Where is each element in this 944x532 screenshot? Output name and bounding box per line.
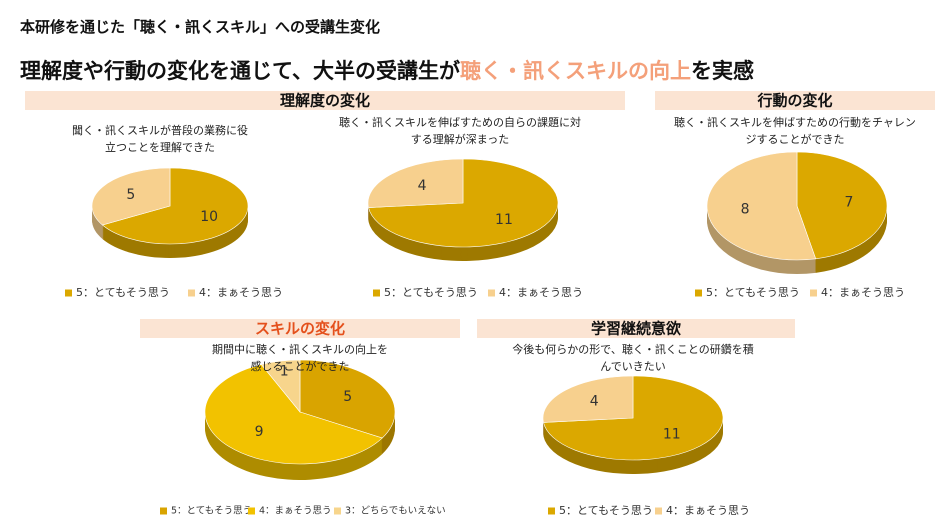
chart-question: 聴く・訊くスキルを伸ばすための自らの課題に対する理解が深まった	[339, 116, 581, 146]
section-title: 学習継続意欲	[591, 320, 681, 338]
legend-swatch	[160, 507, 167, 515]
legend-label: 5：とてもそう思う	[559, 504, 653, 517]
pie-slice	[706, 151, 817, 261]
section-band	[655, 91, 935, 110]
legend-label: 4：まぁそう思う	[821, 286, 905, 299]
legend-label: 4：まぁそう思う	[499, 286, 583, 299]
headline-text: を実感	[690, 59, 754, 83]
legend-swatch	[655, 507, 662, 515]
legend-label: 5：とてもそう思う	[76, 286, 170, 299]
section-title: 行動の変化	[756, 92, 832, 110]
headline-highlight: 聴く・訊くスキルの向上	[459, 59, 691, 83]
pie-slice	[299, 359, 396, 439]
section-title: 理解度の変化	[280, 92, 370, 110]
pie-slice	[542, 375, 634, 423]
value-label: 10	[200, 209, 218, 225]
legend-swatch	[548, 507, 555, 515]
section-band	[477, 319, 795, 338]
section-title: スキルの変化	[255, 320, 345, 338]
pie-slice	[204, 364, 383, 465]
value-label: 1	[280, 363, 289, 379]
value-label: 4	[418, 178, 427, 194]
legend-swatch	[695, 289, 702, 297]
legend-label: 5：とてもそう思う	[706, 286, 800, 299]
pie-slice	[260, 359, 301, 413]
value-label: 9	[255, 424, 264, 440]
legend-label: 4：まぁそう思う	[259, 506, 332, 517]
headline-text: 理解度や行動の変化を通じて、大半の受講生が	[20, 59, 460, 83]
chart-question: 期間中に聴く・訊くスキルの向上を感じることができた	[212, 343, 388, 373]
legend-label: 3：どちらでもいえない	[345, 506, 446, 517]
section-band	[140, 319, 460, 338]
pie-slice	[367, 158, 464, 208]
value-label: 4	[590, 394, 599, 410]
legend-label: 5：とてもそう思う	[171, 506, 252, 517]
chart-question: 今後も何らかの形で、聴く・訊くことの研鑽を積んでいきたい	[512, 343, 754, 373]
legend-swatch	[188, 289, 195, 297]
value-label: 11	[663, 426, 681, 442]
legend-label: 4：まぁそう思う	[199, 286, 283, 299]
legend-swatch	[810, 289, 817, 297]
legend-swatch	[373, 289, 380, 297]
legend-swatch	[334, 507, 341, 515]
legend-swatch	[488, 289, 495, 297]
value-label: 5	[343, 389, 352, 405]
chart-question: 聴く・訊くスキルを伸ばすための行動をチャレンジすることができた	[674, 116, 916, 146]
page-title: 本研修を通じた「聴く・訊くスキル」への受講生変化	[20, 18, 381, 36]
value-label: 7	[844, 195, 853, 211]
pie-slice	[91, 167, 171, 226]
legend-label: 5：とてもそう思う	[384, 286, 478, 299]
value-label: 11	[495, 212, 513, 228]
legend-swatch	[248, 507, 255, 515]
legend-label: 4：まぁそう思う	[666, 504, 750, 517]
section-band	[25, 91, 625, 110]
value-label: 5	[126, 187, 135, 203]
legend-swatch	[65, 289, 72, 297]
headline: 理解度や行動の変化を通じて、大半の受講生が聴く・訊くスキルの向上を実感	[20, 55, 754, 85]
chart-question: 聞く・訊くスキルが普段の業務に役立つことを理解できた	[72, 124, 248, 154]
pie-slice	[796, 151, 888, 260]
value-label: 8	[741, 201, 750, 217]
pie-slice	[101, 167, 249, 245]
